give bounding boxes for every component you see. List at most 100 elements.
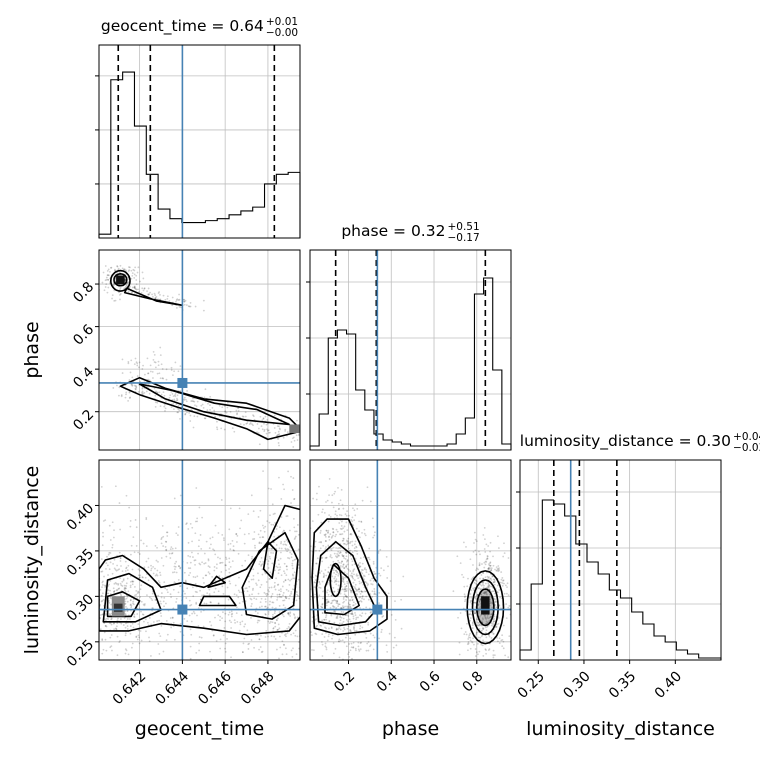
sample-point bbox=[498, 605, 501, 607]
sample-point bbox=[272, 513, 275, 516]
sample-point bbox=[228, 568, 230, 570]
sample-point bbox=[129, 266, 131, 269]
sample-point bbox=[336, 614, 339, 617]
title-plus: +0.04 bbox=[733, 431, 760, 443]
sample-point bbox=[196, 520, 199, 523]
sample-point bbox=[327, 544, 330, 547]
sample-point bbox=[493, 581, 496, 584]
sample-point bbox=[261, 419, 264, 422]
sample-point bbox=[255, 634, 257, 636]
sample-point bbox=[126, 625, 129, 627]
sample-point bbox=[352, 646, 355, 649]
sample-point bbox=[169, 593, 172, 596]
sample-point bbox=[498, 589, 501, 591]
sample-point bbox=[170, 390, 173, 393]
sample-point bbox=[156, 391, 159, 394]
sample-point bbox=[475, 651, 478, 654]
sample-point bbox=[279, 672, 281, 674]
sample-point bbox=[321, 580, 324, 583]
sample-point bbox=[159, 377, 162, 380]
sample-point bbox=[105, 625, 108, 628]
sample-point bbox=[173, 571, 176, 573]
sample-point bbox=[131, 580, 134, 583]
sample-point bbox=[124, 396, 127, 399]
sample-point bbox=[244, 587, 247, 590]
sample-point bbox=[464, 631, 467, 633]
sample-point bbox=[186, 620, 189, 623]
sample-point bbox=[356, 552, 359, 555]
sample-point bbox=[129, 580, 132, 583]
sample-point bbox=[124, 269, 127, 272]
sample-point bbox=[466, 585, 469, 588]
contour bbox=[471, 579, 500, 636]
sample-point bbox=[283, 572, 286, 575]
sample-point bbox=[113, 289, 116, 292]
sample-point bbox=[224, 564, 227, 567]
sample-point bbox=[343, 590, 346, 593]
title-minus: −0.03 bbox=[733, 442, 760, 454]
sample-point bbox=[482, 577, 485, 580]
sample-point bbox=[135, 288, 138, 291]
sample-point bbox=[285, 515, 288, 518]
sample-point bbox=[137, 629, 140, 632]
sample-point bbox=[134, 286, 136, 289]
sample-point bbox=[170, 626, 173, 629]
sample-point bbox=[479, 599, 482, 601]
sample-point bbox=[284, 543, 287, 546]
sample-point bbox=[277, 433, 279, 436]
sample-point bbox=[208, 588, 211, 591]
sample-point bbox=[230, 661, 232, 663]
panel-geocent_time-luminosity_distance bbox=[99, 460, 300, 677]
sample-point bbox=[270, 547, 273, 550]
sample-point bbox=[469, 639, 472, 642]
sample-point bbox=[467, 642, 470, 645]
sample-point bbox=[345, 521, 348, 524]
sample-point bbox=[281, 640, 284, 643]
sample-point bbox=[273, 586, 276, 589]
sample-point bbox=[193, 559, 196, 562]
sample-point bbox=[473, 643, 475, 646]
sample-point bbox=[203, 417, 206, 420]
sample-point bbox=[495, 606, 498, 609]
sample-point bbox=[470, 578, 473, 580]
sample-point bbox=[490, 675, 492, 677]
sample-point bbox=[185, 597, 188, 599]
sample-point bbox=[120, 394, 123, 396]
sample-point bbox=[277, 434, 280, 436]
sample-point bbox=[352, 507, 354, 510]
sample-point bbox=[340, 488, 343, 491]
sample-point bbox=[341, 605, 344, 608]
sample-point bbox=[251, 589, 254, 591]
sample-point bbox=[343, 525, 346, 528]
sample-point bbox=[129, 603, 132, 606]
sample-point bbox=[162, 545, 165, 547]
sample-point bbox=[484, 632, 487, 634]
sample-point bbox=[364, 581, 367, 584]
sample-point bbox=[491, 590, 494, 593]
sample-point bbox=[492, 590, 495, 593]
sample-point bbox=[296, 524, 299, 526]
sample-point bbox=[492, 622, 494, 625]
sample-point bbox=[318, 581, 321, 584]
sample-point bbox=[501, 582, 504, 584]
sample-point bbox=[134, 387, 137, 390]
sample-point bbox=[468, 596, 471, 599]
sample-point bbox=[273, 569, 276, 572]
sample-point bbox=[239, 623, 242, 626]
sample-point bbox=[137, 591, 140, 594]
sample-point bbox=[277, 569, 280, 572]
sample-point bbox=[156, 574, 159, 577]
sample-point bbox=[235, 533, 238, 536]
sample-point bbox=[349, 603, 351, 606]
sample-point bbox=[198, 636, 201, 638]
sample-point bbox=[185, 304, 188, 306]
sample-point bbox=[359, 565, 361, 568]
sample-point bbox=[298, 564, 300, 566]
sample-point bbox=[99, 675, 101, 677]
sample-point bbox=[230, 621, 233, 624]
sample-point bbox=[297, 578, 300, 581]
sample-point bbox=[148, 596, 151, 599]
sample-point bbox=[161, 368, 164, 370]
sample-point bbox=[366, 642, 369, 645]
sample-point bbox=[113, 529, 115, 532]
